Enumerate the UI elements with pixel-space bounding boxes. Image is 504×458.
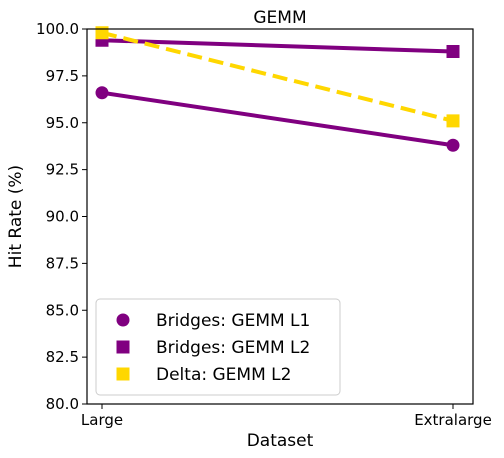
data-point [446, 45, 460, 58]
legend-box [95, 298, 341, 396]
legend-label: Bridges: GEMM L1 [156, 311, 310, 331]
y-tick-label: 92.5 [46, 161, 79, 179]
legend-entry: Bridges: GEMM L2 [116, 338, 310, 358]
data-point [446, 114, 460, 128]
y-tick-label: 87.5 [46, 254, 79, 272]
legend-marker [116, 367, 130, 381]
y-tick-label: 82.5 [46, 348, 79, 366]
y-tick-label: 90.0 [46, 208, 79, 226]
x-axis-label: Dataset [247, 431, 314, 451]
legend-marker [116, 313, 130, 327]
series-line [101, 38, 454, 54]
y-axis: 80.0 82.5 85.0 87.5 90.0 92.5 95.0 97.5 100.0 [36, 20, 87, 413]
series-line [101, 30, 454, 123]
y-tick-label: 97.5 [46, 67, 79, 85]
data-point [95, 86, 109, 100]
legend-label: Bridges: GEMM L2 [156, 338, 310, 358]
legend-entry: Delta: GEMM L2 [116, 365, 291, 385]
y-tick-label: 85.0 [46, 301, 79, 319]
x-tick-label: Large [81, 411, 123, 429]
y-axis-label: Hit Rate (%) [6, 165, 26, 268]
x-tick-label: Extralarge [414, 411, 492, 429]
y-tick-label: 80.0 [46, 395, 79, 413]
series-2 [95, 33, 460, 58]
legend-entry: Bridges: GEMM L1 [116, 311, 310, 331]
series-1 [95, 86, 460, 152]
y-tick-label: 95.0 [46, 114, 79, 132]
data-point [95, 26, 109, 40]
legend: Bridges: GEMM L1 Bridges: GEMM L2 Delta: G… [95, 298, 341, 396]
data-point [446, 138, 460, 152]
legend-label: Delta: GEMM L2 [156, 365, 291, 385]
x-axis: Large Extralarge [81, 404, 492, 429]
chart-title: GEMM [253, 8, 306, 28]
series-line [101, 90, 454, 148]
series-layer [95, 26, 460, 152]
y-tick-label: 100.0 [36, 20, 79, 38]
legend-marker [116, 340, 130, 354]
